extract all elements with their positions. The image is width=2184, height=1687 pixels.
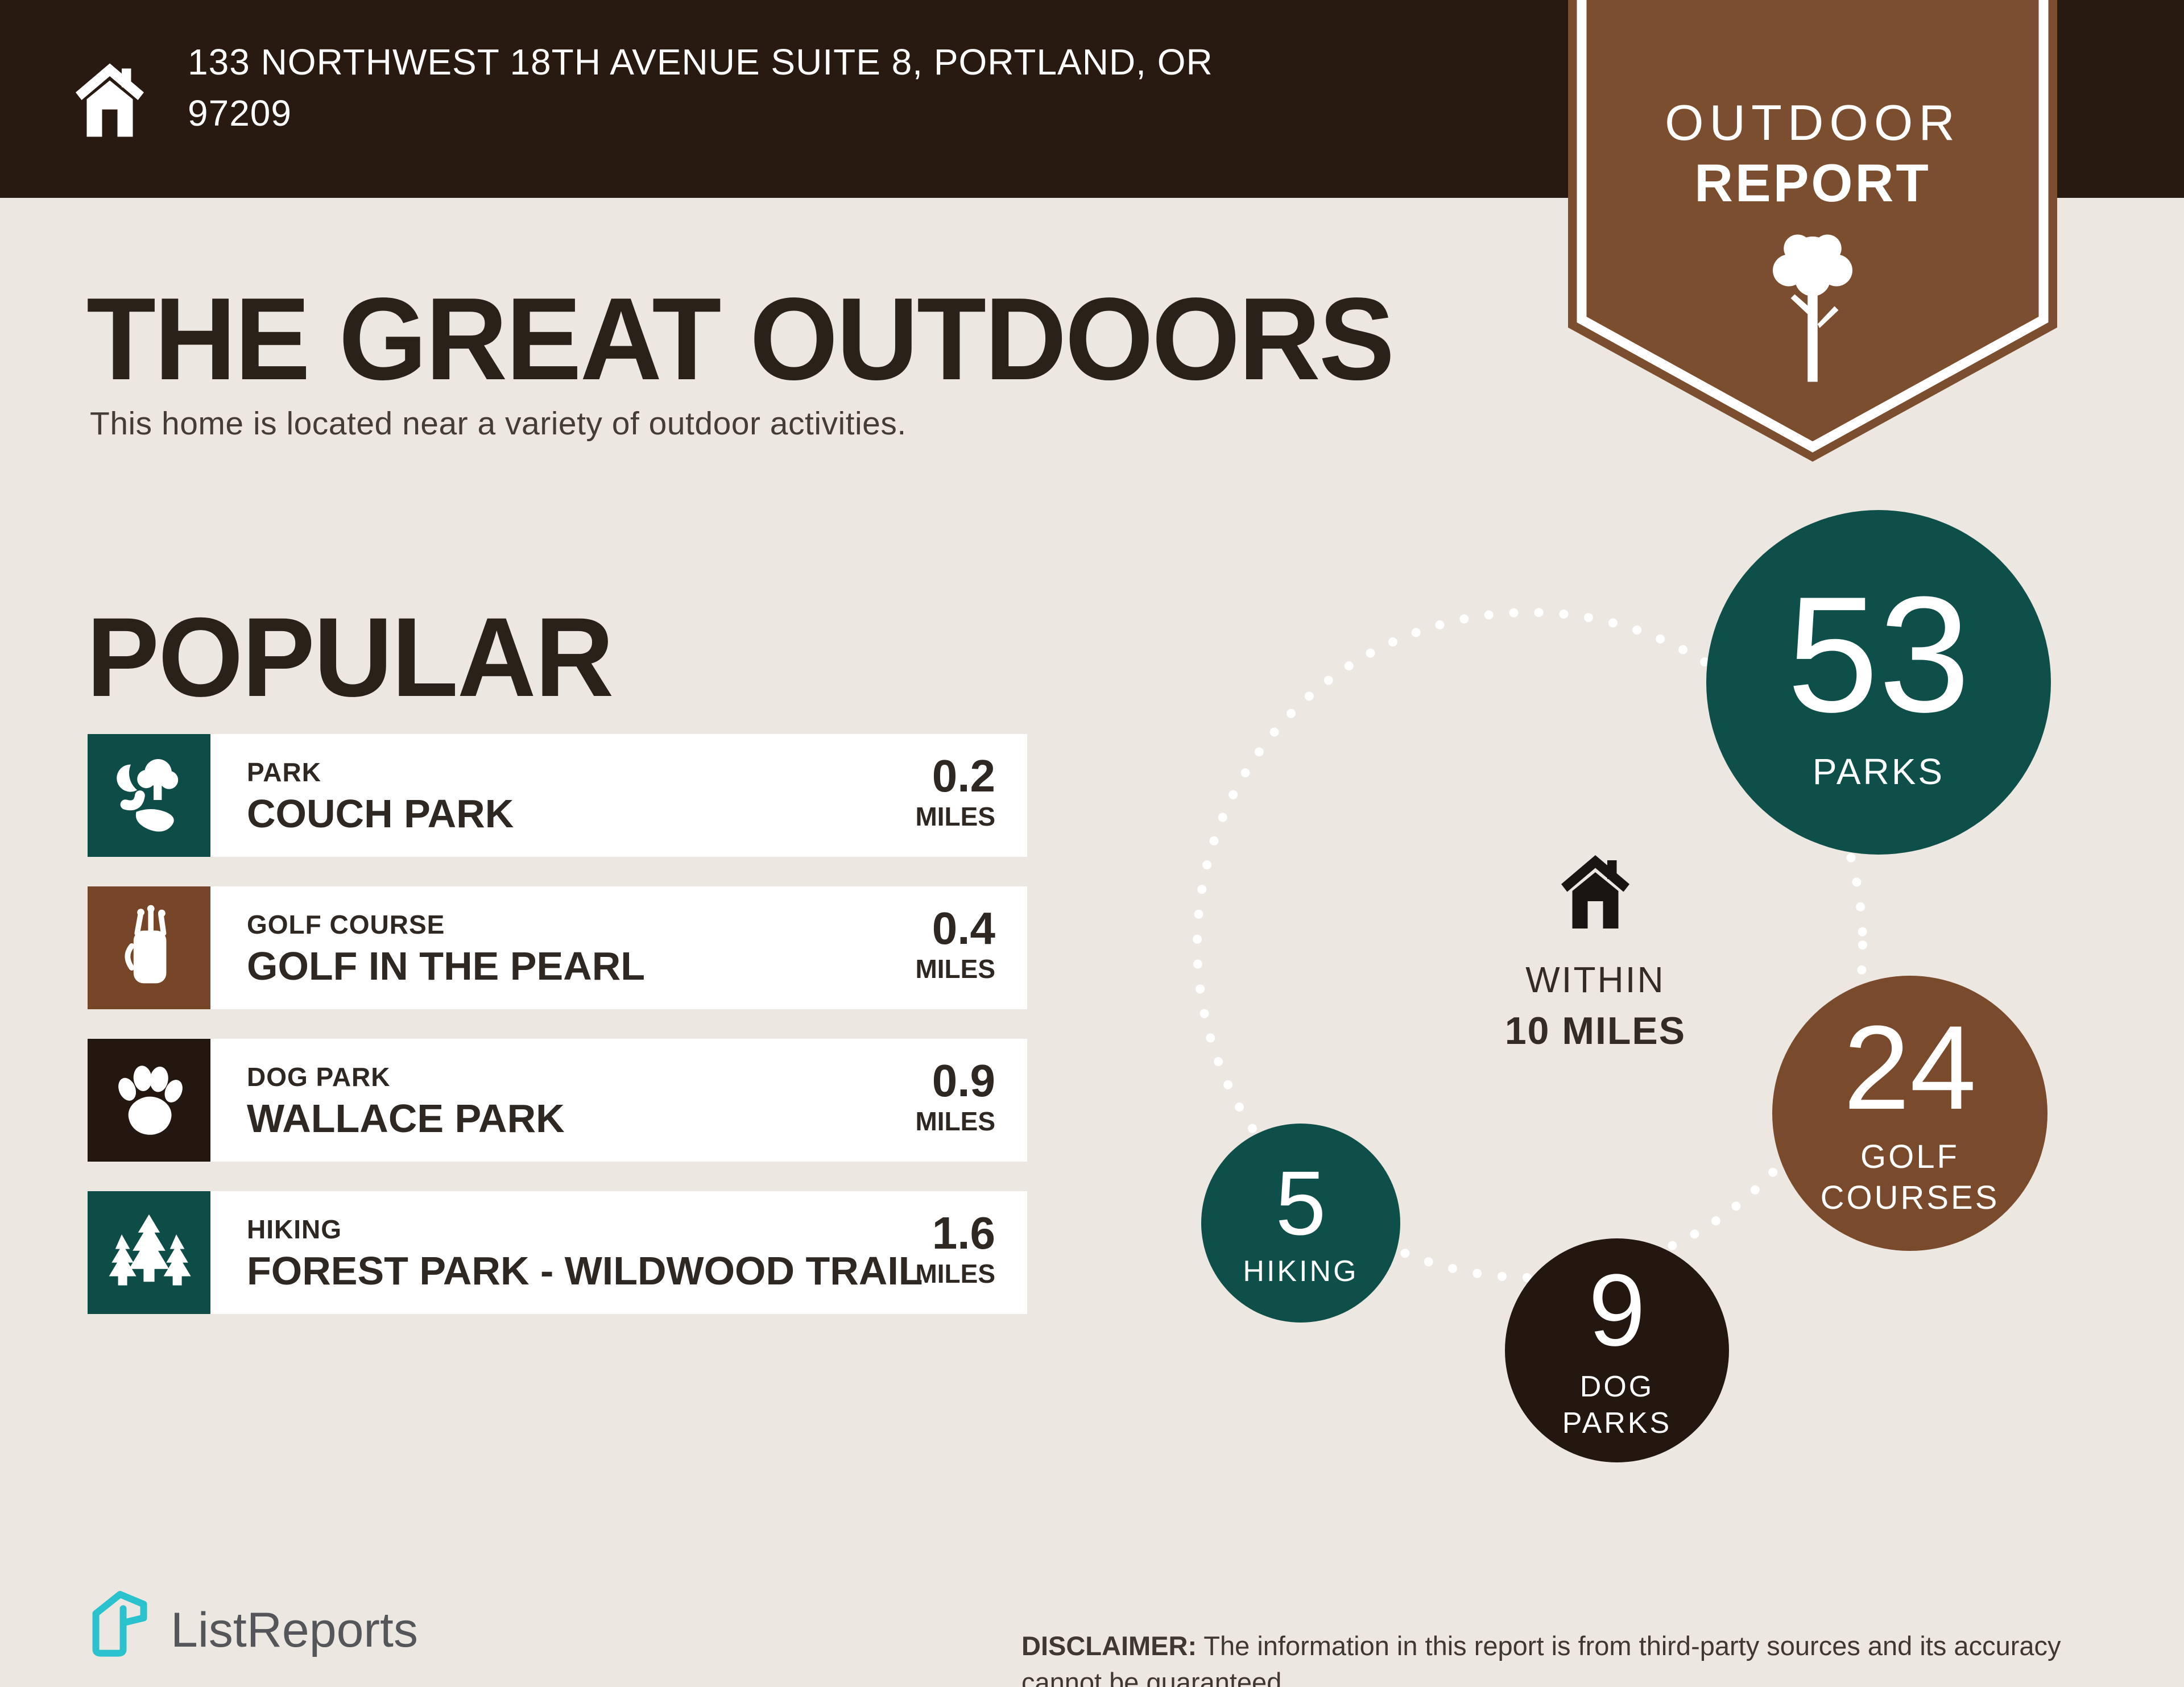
- distance-unit: MILES: [915, 1106, 995, 1136]
- distance-value: 0.4: [932, 903, 995, 954]
- brand-name: ListReports: [171, 1603, 418, 1657]
- paw-icon: [88, 1039, 210, 1162]
- stat-circle-dog-parks: 9 DOG PARKS: [1505, 1238, 1729, 1462]
- item-category: DOG PARK: [247, 1062, 391, 1092]
- distance-value: 0.2: [932, 751, 995, 801]
- stat-circle-parks: 53 PARKS: [1706, 510, 2051, 855]
- stat-label: PARKS: [1812, 751, 1945, 792]
- item-name: FOREST PARK - WILDWOOD TRAIL: [247, 1249, 923, 1293]
- stat-circle-golf-courses: 24 GOLF COURSES: [1772, 976, 2048, 1251]
- page-subtitle: This home is located near a variety of o…: [90, 405, 907, 442]
- item-name: WALLACE PARK: [247, 1096, 565, 1141]
- stat-label: GOLF COURSES: [1820, 1138, 2000, 1216]
- list-item-golf: GOLF COURSE GOLF IN THE PEARL 0.4 MILES: [88, 886, 1027, 1009]
- address-line-2: 97209: [188, 93, 292, 134]
- address-line-1: 133 NORTHWEST 18TH AVENUE SUITE 8, PORTL…: [188, 42, 1213, 82]
- pine-trees-icon: [88, 1191, 210, 1314]
- item-category: HIKING: [247, 1215, 342, 1244]
- item-category: PARK: [247, 757, 321, 787]
- item-distance: 0.9 MILES: [915, 1039, 995, 1162]
- disclaimer-label: DISCLAIMER:: [1021, 1631, 1197, 1661]
- item-distance: 0.4 MILES: [915, 886, 995, 1009]
- stat-value: 24: [1843, 1001, 1976, 1134]
- distance-unit: MILES: [915, 1259, 995, 1288]
- stat-circle-hiking: 5 HIKING: [1201, 1124, 1400, 1323]
- home-icon: [67, 41, 152, 157]
- stat-value: 9: [1588, 1253, 1646, 1367]
- stat-label: DOG PARKS: [1562, 1370, 1672, 1440]
- badge-title-line1: OUTDOOR: [1665, 94, 1960, 151]
- item-category: GOLF COURSE: [247, 910, 445, 939]
- item-distance: 0.2 MILES: [915, 734, 995, 857]
- radius-label-line2: 10 MILES: [1504, 1009, 1686, 1052]
- listreports-logo-icon: [85, 1587, 154, 1663]
- house-icon: [1553, 848, 1638, 934]
- disclaimer: DISCLAIMER: The information in this repo…: [1021, 1628, 2119, 1687]
- radius-label-line1: WITHIN: [1525, 959, 1665, 1000]
- badge-title-line2: REPORT: [1694, 153, 1931, 213]
- disclaimer-text: The information in this report is from t…: [1021, 1631, 2061, 1687]
- list-item-dog-park: DOG PARK WALLACE PARK 0.9 MILES: [88, 1039, 1027, 1162]
- dotted-radius-ring: [1193, 608, 1867, 1282]
- list-item-park: PARK COUCH PARK 0.2 MILES: [88, 734, 1027, 857]
- distance-value: 1.6: [932, 1208, 995, 1258]
- distance-unit: MILES: [915, 802, 995, 831]
- list-item-hiking: HIKING FOREST PARK - WILDWOOD TRAIL 1.6 …: [88, 1191, 1027, 1314]
- golf-bag-icon: [88, 886, 210, 1009]
- outdoor-report-badge: OUTDOOR REPORT: [1568, 0, 2057, 463]
- item-distance: 1.6 MILES: [915, 1191, 995, 1314]
- popular-heading: POPULAR: [86, 594, 614, 720]
- item-name: GOLF IN THE PEARL: [247, 944, 645, 988]
- park-trees-icon: [88, 734, 210, 857]
- distance-unit: MILES: [915, 954, 995, 984]
- page-title: THE GREAT OUTDOORS: [86, 273, 1395, 404]
- item-name: COUCH PARK: [247, 791, 514, 836]
- stat-label: HIKING: [1243, 1255, 1359, 1288]
- badge-ribbon-shape: [1568, 0, 2057, 462]
- tree-icon: [1753, 223, 1872, 393]
- distance-value: 0.9: [932, 1055, 995, 1106]
- stat-value: 5: [1275, 1152, 1326, 1254]
- property-address: 133 NORTHWEST 18TH AVENUE SUITE 8, PORTL…: [188, 36, 1496, 139]
- stat-value: 53: [1786, 562, 1971, 747]
- radius-center: WITHIN 10 MILES: [1445, 848, 1746, 1053]
